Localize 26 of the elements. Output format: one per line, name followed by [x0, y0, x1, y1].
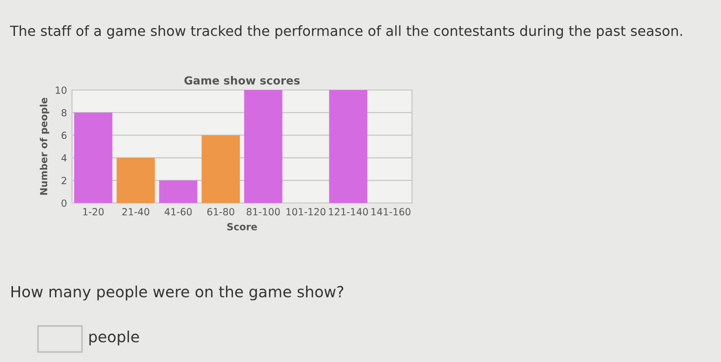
bar	[244, 90, 282, 203]
x-tick-label: 1-20	[83, 208, 104, 216]
text: How many people were on the game show?	[12, 286, 344, 300]
y-tick-label: 10	[56, 86, 66, 94]
x-tick-label: 81-100	[246, 208, 280, 216]
x-axis-title: Score	[227, 223, 257, 230]
x-tick-label: 101-120	[286, 208, 326, 216]
bar	[159, 180, 198, 203]
y-tick-label: 2	[62, 176, 66, 184]
y-tick-label: 0	[62, 199, 66, 207]
chart-title: Game show scores	[184, 76, 300, 85]
y-tick-label: 4	[61, 154, 67, 162]
text: people	[89, 330, 139, 346]
x-tick-label: 41-60	[164, 208, 192, 216]
x-tick-label: 21-40	[122, 208, 150, 216]
bar	[74, 112, 112, 203]
y-tick-label: 6	[62, 132, 67, 140]
y-tick-label: 8	[62, 109, 66, 116]
y-axis-title: Number of people	[40, 98, 50, 195]
x-tick-label: 141-160	[372, 208, 410, 216]
text: The staff of a game show tracked the performance of all the contestants during the past season.	[10, 25, 682, 39]
bar	[202, 135, 240, 203]
x-tick-label: 61-80	[207, 208, 234, 216]
bar	[116, 158, 155, 203]
x-tick-label: 121-140	[329, 208, 368, 216]
bar	[329, 90, 368, 203]
